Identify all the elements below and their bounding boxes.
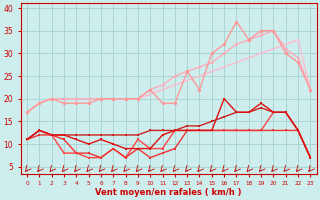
X-axis label: Vent moyen/en rafales ( km/h ): Vent moyen/en rafales ( km/h ): [95, 188, 242, 197]
